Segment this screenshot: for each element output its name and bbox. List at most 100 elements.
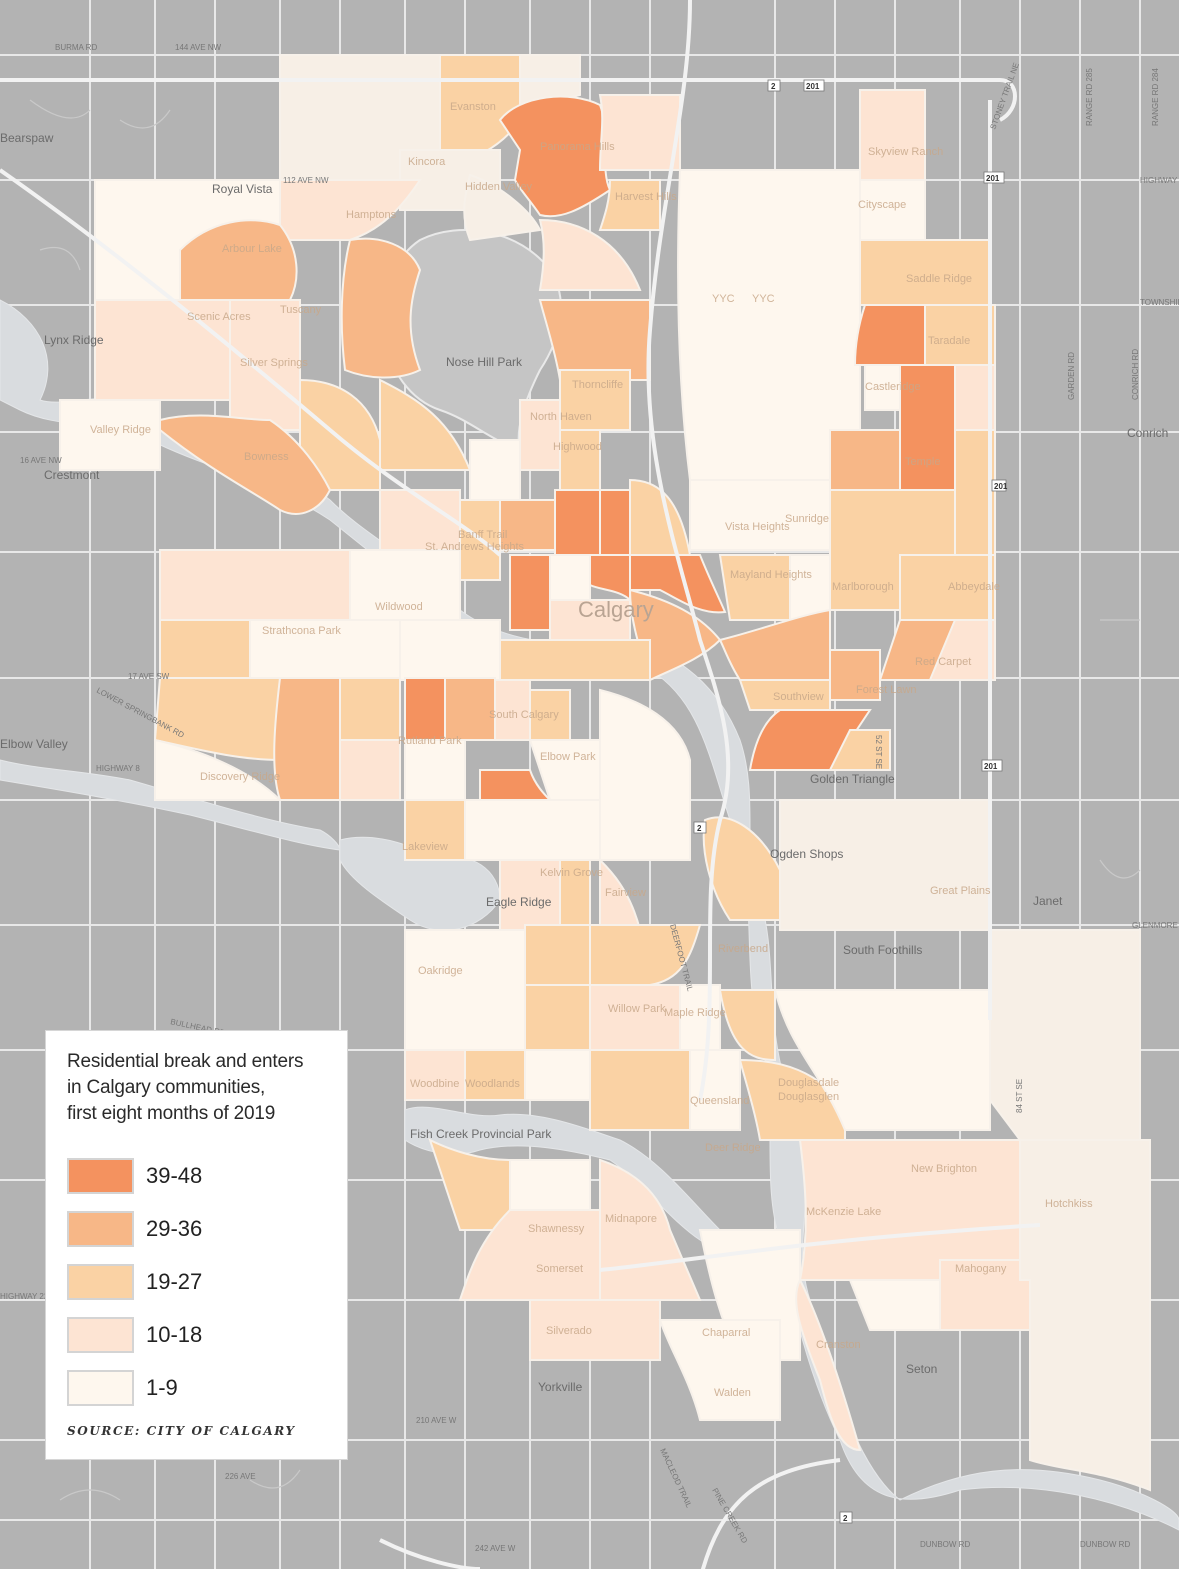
svg-text:Somerset: Somerset <box>536 1263 583 1275</box>
svg-text:Silverado: Silverado <box>546 1325 592 1337</box>
svg-text:YYC: YYC <box>752 293 775 305</box>
svg-text:Kelvin Grove: Kelvin Grove <box>540 867 603 879</box>
svg-text:Eagle Ridge: Eagle Ridge <box>486 895 552 909</box>
svg-text:Hidden Valley: Hidden Valley <box>465 181 533 193</box>
svg-text:HIGHWAY 8: HIGHWAY 8 <box>96 764 140 773</box>
svg-text:Midnapore: Midnapore <box>605 1213 657 1225</box>
legend-item: 10-18 <box>67 1308 327 1361</box>
svg-text:GLENMORE: GLENMORE <box>1132 921 1178 930</box>
svg-text:Scenic Acres: Scenic Acres <box>187 311 251 323</box>
svg-text:CONRICH RD: CONRICH RD <box>1131 349 1140 400</box>
svg-text:DUNBOW RD: DUNBOW RD <box>1080 1540 1130 1549</box>
svg-text:Skyview Ranch: Skyview Ranch <box>868 146 943 158</box>
elbow-river <box>0 759 341 851</box>
svg-text:Lynx Ridge: Lynx Ridge <box>44 333 104 347</box>
svg-text:Ogden Shops: Ogden Shops <box>770 847 843 861</box>
legend-item: 29-36 <box>67 1202 327 1255</box>
legend-label: 1-9 <box>146 1374 178 1400</box>
svg-text:Southview: Southview <box>773 691 824 703</box>
legend-item: 39-48 <box>67 1149 327 1202</box>
svg-text:16 AVE NW: 16 AVE NW <box>20 456 62 465</box>
legend-item: 1-9 <box>67 1361 327 1414</box>
svg-text:2: 2 <box>771 82 776 91</box>
svg-text:Castleridge: Castleridge <box>865 381 921 393</box>
legend-swatch <box>67 1210 134 1247</box>
svg-text:201: 201 <box>806 82 820 91</box>
svg-text:Taradale: Taradale <box>928 335 970 347</box>
svg-text:Panorama Hills: Panorama Hills <box>540 141 615 153</box>
highway-shields: 2 201 201 201 201 2 2 <box>693 79 1008 1524</box>
svg-text:Oakridge: Oakridge <box>418 965 463 977</box>
svg-text:Deer Ridge: Deer Ridge <box>705 1142 761 1154</box>
svg-text:Chaparral: Chaparral <box>702 1327 750 1339</box>
svg-text:52 ST SE: 52 ST SE <box>874 735 883 769</box>
svg-text:Elbow Valley: Elbow Valley <box>0 737 68 751</box>
svg-text:DUNBOW RD: DUNBOW RD <box>920 1540 970 1549</box>
svg-text:210 AVE W: 210 AVE W <box>416 1416 457 1425</box>
svg-text:Harvest Hills: Harvest Hills <box>615 191 677 203</box>
svg-text:RANGE RD 285: RANGE RD 285 <box>1085 68 1094 126</box>
svg-text:Douglasglen: Douglasglen <box>778 1091 839 1103</box>
community-polygons <box>59 54 1151 1492</box>
svg-text:Nose Hill Park: Nose Hill Park <box>446 355 523 369</box>
svg-text:Yorkville: Yorkville <box>538 1380 583 1394</box>
svg-text:17 AVE SW: 17 AVE SW <box>128 672 170 681</box>
svg-text:201: 201 <box>994 482 1008 491</box>
svg-text:GARDEN RD: GARDEN RD <box>1067 352 1076 400</box>
svg-text:Janet: Janet <box>1033 894 1063 908</box>
legend-item: 19-27 <box>67 1255 327 1308</box>
svg-text:Crestmont: Crestmont <box>44 468 100 482</box>
svg-text:Evanston: Evanston <box>450 101 496 113</box>
svg-text:112 AVE NW: 112 AVE NW <box>283 176 329 185</box>
svg-text:Seton: Seton <box>906 1362 937 1376</box>
svg-text:2: 2 <box>697 824 702 833</box>
svg-text:Red Carpet: Red Carpet <box>915 656 971 668</box>
svg-text:Shawnessy: Shawnessy <box>528 1223 585 1235</box>
svg-text:Woodbine: Woodbine <box>410 1078 459 1090</box>
svg-text:Kincora: Kincora <box>408 156 446 168</box>
svg-text:Silver Springs: Silver Springs <box>240 357 308 369</box>
svg-text:Cranston: Cranston <box>816 1339 861 1351</box>
legend-label: 39-48 <box>146 1162 203 1188</box>
map-labels: Calgary Royal Vista Nose Hill Park Bears… <box>0 43 1179 1553</box>
svg-text:Sunridge: Sunridge <box>785 513 829 525</box>
svg-text:Rutland Park: Rutland Park <box>398 735 462 747</box>
svg-text:Forest Lawn: Forest Lawn <box>856 684 917 696</box>
svg-text:RANGE RD 284: RANGE RD 284 <box>1151 68 1160 126</box>
svg-text:Golden Triangle: Golden Triangle <box>810 772 895 786</box>
svg-text:Fish Creek Provincial Park: Fish Creek Provincial Park <box>410 1127 552 1141</box>
svg-text:Discovery Ridge: Discovery Ridge <box>200 771 280 783</box>
svg-text:Great Plains: Great Plains <box>930 885 991 897</box>
svg-text:Tuscany: Tuscany <box>280 304 322 316</box>
svg-text:TOWNSHIP: TOWNSHIP <box>1140 298 1179 307</box>
legend-panel: Residential break and enters in Calgary … <box>45 1030 348 1460</box>
svg-text:Douglasdale: Douglasdale <box>778 1077 839 1089</box>
city-label: Calgary <box>578 597 654 622</box>
svg-text:Hamptons: Hamptons <box>346 209 397 221</box>
svg-text:Vista Heights: Vista Heights <box>725 521 790 533</box>
svg-text:Conrich: Conrich <box>1127 426 1168 440</box>
svg-text:Queensland: Queensland <box>690 1095 749 1107</box>
legend-label: 29-36 <box>146 1215 203 1241</box>
svg-text:Mahogany: Mahogany <box>955 1263 1007 1275</box>
svg-text:South Calgary: South Calgary <box>489 709 559 721</box>
svg-text:MACLEOD TRAIL: MACLEOD TRAIL <box>658 1447 694 1510</box>
svg-text:226 AVE: 226 AVE <box>225 1472 256 1481</box>
svg-text:Bowness: Bowness <box>244 451 289 463</box>
svg-text:YYC: YYC <box>712 293 735 305</box>
svg-text:North Haven: North Haven <box>530 411 592 423</box>
legend-label: 19-27 <box>146 1268 203 1294</box>
svg-text:St. Andrews Heights: St. Andrews Heights <box>425 541 525 553</box>
svg-text:BURMA RD: BURMA RD <box>55 43 97 52</box>
legend-title: Residential break and enters in Calgary … <box>67 1051 304 1124</box>
svg-text:HIGHWAY: HIGHWAY <box>1140 176 1178 185</box>
svg-text:Valley Ridge: Valley Ridge <box>90 424 151 436</box>
svg-text:Abbeydale: Abbeydale <box>948 581 1000 593</box>
svg-text:Saddle Ridge: Saddle Ridge <box>906 273 972 285</box>
svg-text:McKenzie Lake: McKenzie Lake <box>806 1206 881 1218</box>
svg-text:South Foothills: South Foothills <box>843 943 922 957</box>
svg-text:Walden: Walden <box>714 1387 751 1399</box>
svg-text:Maple Ridge: Maple Ridge <box>664 1007 726 1019</box>
svg-text:Lakeview: Lakeview <box>402 841 448 853</box>
